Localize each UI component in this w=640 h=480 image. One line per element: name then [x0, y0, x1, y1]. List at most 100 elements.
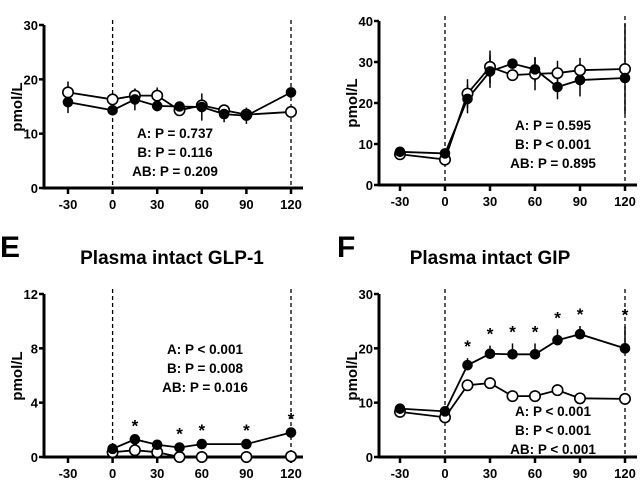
significance-star: *	[464, 337, 471, 356]
significance-star: *	[622, 306, 629, 325]
stat-label: AB: P < 0.001	[510, 442, 596, 457]
data-point-open	[618, 62, 631, 75]
x-tick-label: -30	[59, 197, 78, 212]
data-point-filled	[529, 64, 541, 75]
data-point-filled	[552, 334, 563, 346]
data-point-filled	[507, 349, 518, 360]
chart-top-left: 0 10 20 30 -30 0 30 60 90 120 pmol/L A: P = 0.737 B:…	[9, 18, 303, 212]
y-tick-label: 0	[31, 450, 38, 465]
data-point-filled	[285, 87, 297, 98]
x-tick-label: 0	[441, 194, 448, 209]
significance-star: *	[554, 308, 561, 327]
x-tick-label: 120	[614, 194, 636, 209]
data-point-filled	[218, 108, 230, 120]
panel-letter-f: F	[337, 231, 355, 264]
significance-star: *	[198, 421, 205, 440]
chart-E: 0 4 8 12 -30 0 30 60 90 120 pmol/L * * * * * A: P < 0.00…	[9, 287, 303, 480]
panel-letter-e: E	[0, 231, 20, 264]
data-point-open	[528, 390, 541, 403]
y-tick-label: 20	[24, 72, 38, 87]
data-point-filled	[574, 74, 586, 86]
significance-star: *	[243, 421, 250, 440]
data-point-filled	[619, 72, 631, 84]
x-tick-label: 30	[483, 466, 497, 480]
data-point-open	[61, 86, 74, 99]
x-tick-label: 60	[528, 194, 542, 209]
data-point-filled	[151, 439, 163, 451]
x-tick-label: 30	[150, 466, 164, 480]
data-point-open	[461, 379, 474, 392]
y-tick-label: 20	[359, 341, 373, 356]
data-point-filled	[462, 93, 473, 105]
x-tick-label: 120	[280, 197, 302, 212]
x-tick-label: 90	[239, 466, 253, 480]
y-tick-label: 40	[359, 14, 373, 29]
significance-star: *	[288, 410, 295, 429]
data-point-open	[551, 67, 564, 80]
y-axis-label: pmol/L	[344, 351, 361, 400]
x-tick-label: -30	[391, 466, 410, 480]
data-point-filled	[241, 110, 252, 122]
data-point-open	[284, 450, 297, 463]
data-point-filled	[484, 66, 496, 77]
y-tick-label: 8	[31, 341, 38, 356]
significance-star: *	[176, 424, 183, 443]
x-tick-label: 0	[441, 466, 448, 480]
data-point-open	[573, 392, 586, 405]
significance-star: *	[509, 322, 516, 341]
data-point-open	[618, 392, 631, 405]
y-tick-label: 4	[31, 396, 39, 411]
y-tick-label: 12	[24, 287, 38, 302]
data-point-open	[573, 64, 586, 77]
data-point-filled	[241, 438, 252, 450]
data-point-filled	[439, 406, 451, 417]
data-point-open	[151, 89, 164, 102]
data-point-filled	[574, 328, 586, 340]
significance-star: *	[532, 322, 539, 341]
stat-label: B: P = 0.116	[137, 145, 213, 160]
data-point-filled	[394, 403, 406, 414]
data-point-open	[506, 69, 519, 82]
stat-label: A: P < 0.001	[167, 342, 243, 357]
data-point-open	[483, 377, 496, 390]
data-point-filled	[529, 349, 541, 360]
x-tick-label: 0	[109, 197, 116, 212]
y-tick-label: 10	[24, 127, 38, 142]
y-tick-label: 30	[24, 18, 38, 33]
x-tick-label: 90	[239, 197, 253, 212]
x-tick-label: 90	[573, 466, 587, 480]
chart-F: 0 10 20 30 -30 0 30 60 90 120 pmol/L * * * * * * * A: P < …	[344, 287, 637, 480]
data-point-open	[284, 105, 297, 118]
y-tick-label: 30	[359, 55, 373, 70]
data-point-filled	[107, 443, 118, 455]
chart-top-right: 0 10 20 30 40 -30 0 30 60 90 120 pmol/L A: P = 0.595…	[344, 14, 637, 209]
stat-label: AB: P = 0.895	[510, 156, 596, 171]
y-tick-label: 10	[359, 396, 373, 411]
data-point-filled	[196, 101, 208, 113]
data-point-filled	[439, 148, 451, 159]
data-point-filled	[462, 359, 473, 371]
data-point-open	[173, 450, 186, 463]
panel-title-f: Plasma intact GIP	[410, 248, 571, 269]
significance-star: *	[487, 325, 494, 344]
data-point-open	[506, 390, 519, 403]
stat-label: B: P < 0.001	[515, 137, 591, 152]
y-axis-label: pmol/L	[344, 78, 361, 127]
data-point-filled	[196, 438, 208, 450]
x-tick-label: 30	[150, 197, 164, 212]
x-tick-label: 60	[528, 466, 542, 480]
stat-label: AB: P = 0.209	[132, 164, 218, 179]
panel-title-e: Plasma intact GLP-1	[80, 248, 264, 269]
stat-label: B: P < 0.001	[515, 423, 591, 438]
data-point-open	[551, 384, 564, 397]
significance-star: *	[577, 305, 584, 324]
data-point-open	[128, 444, 141, 457]
stat-label: A: P < 0.001	[515, 404, 591, 419]
x-tick-label: 90	[573, 194, 587, 209]
y-tick-label: 0	[366, 178, 373, 193]
stat-label: B: P = 0.008	[167, 361, 243, 376]
x-tick-label: 0	[109, 466, 116, 480]
y-tick-label: 30	[359, 287, 373, 302]
y-axis-label: pmol/L	[9, 351, 26, 400]
data-point-filled	[285, 427, 297, 438]
